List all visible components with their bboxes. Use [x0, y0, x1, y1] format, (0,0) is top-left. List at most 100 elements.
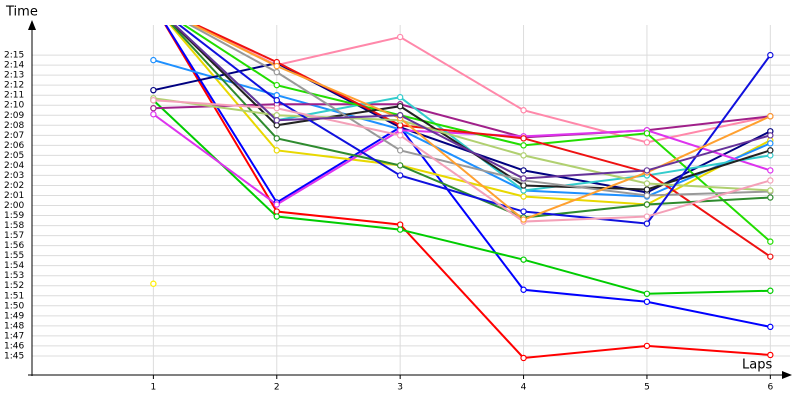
y-tick-label: 2:07 [4, 131, 24, 141]
plot-area [150, 25, 774, 362]
y-tick-label: 1:47 [4, 331, 24, 341]
data-point [520, 286, 527, 293]
x-axis-arrow [782, 371, 792, 379]
data-point [520, 167, 527, 174]
y-tick-label: 2:04 [4, 161, 24, 171]
series-line [194, 25, 771, 258]
data-point [767, 187, 774, 194]
y-axis-title: Time [5, 5, 38, 20]
data-point [396, 147, 404, 154]
data-point [643, 130, 651, 137]
data-point [273, 147, 280, 154]
data-point [273, 62, 280, 70]
data-point [520, 152, 527, 159]
data-point [643, 180, 651, 187]
x-axis-title: Laps [742, 358, 772, 373]
y-tick-label: 1:48 [4, 321, 24, 331]
y-tick-label: 1:59 [4, 211, 24, 221]
y-tick-label: 2:00 [4, 201, 24, 211]
data-point [273, 201, 280, 208]
data-point [273, 97, 280, 104]
data-point [767, 287, 774, 294]
series-line [164, 25, 771, 359]
data-point [150, 111, 157, 118]
data-point [643, 220, 651, 227]
y-tick-label: 2:08 [4, 121, 24, 131]
data-point [273, 117, 280, 124]
y-tick-label: 1:57 [4, 231, 24, 241]
data-point [767, 351, 774, 359]
y-tick-label: 2:10 [4, 101, 24, 111]
data-point [643, 192, 651, 199]
y-tick-label: 2:02 [4, 181, 24, 191]
series-line [170, 25, 771, 219]
data-point [520, 256, 527, 263]
x-tick-label: 3 [397, 383, 403, 393]
series-line [182, 25, 771, 243]
x-tick-label: 2 [274, 383, 280, 393]
series-line [152, 113, 771, 206]
data-point [767, 132, 774, 139]
y-tick-label: 2:06 [4, 141, 24, 151]
x-tick-label: 6 [767, 383, 773, 393]
data-point [520, 135, 527, 142]
data-point [767, 147, 774, 154]
data-point [767, 238, 774, 245]
data-point [396, 94, 404, 101]
data-point [396, 172, 404, 179]
data-point [150, 105, 157, 112]
x-tick-label: 1 [151, 383, 157, 393]
data-point [150, 86, 157, 94]
y-tick-label: 1:58 [4, 221, 24, 231]
y-tick-label: 2:05 [4, 151, 24, 161]
data-point [396, 103, 404, 110]
y-tick-label: 1:55 [4, 251, 24, 261]
y-tick-label: 2:15 [4, 51, 24, 61]
data-point [643, 290, 651, 297]
data-point [643, 342, 651, 350]
data-point [520, 193, 527, 200]
data-point [273, 213, 280, 220]
y-axis-arrow [28, 20, 36, 30]
data-point [767, 140, 774, 147]
y-tick-label: 2:01 [4, 191, 24, 201]
data-point [520, 175, 527, 182]
data-point [767, 167, 774, 174]
series-line [153, 99, 771, 223]
y-tick-label: 2:12 [4, 81, 24, 91]
data-point [273, 81, 280, 89]
y-tick-label: 2:09 [4, 111, 24, 121]
series-line [177, 25, 772, 225]
data-point [520, 208, 527, 215]
data-point [767, 51, 774, 59]
data-point [396, 112, 404, 119]
y-tick-label: 1:56 [4, 241, 24, 251]
data-point [520, 107, 527, 114]
y-tick-label: 1:51 [4, 291, 24, 301]
data-point [396, 162, 404, 169]
data-point [767, 177, 774, 184]
y-tick-label: 1:54 [4, 261, 24, 271]
data-point [150, 56, 157, 64]
series-line [153, 97, 771, 192]
x-tick-label: 5 [644, 383, 650, 393]
y-tick-label: 2:14 [4, 61, 24, 71]
data-point [273, 68, 280, 76]
data-point [643, 213, 651, 220]
series-line [191, 25, 771, 221]
data-point [396, 226, 404, 233]
tick-labels: 1:451:461:471:481:491:501:511:521:531:54… [4, 51, 773, 393]
data-point [273, 105, 280, 112]
data-point [767, 253, 774, 260]
data-point [396, 33, 404, 41]
data-point [767, 113, 774, 120]
data-point [643, 139, 651, 146]
data-point [643, 186, 651, 193]
y-tick-label: 2:13 [4, 71, 24, 81]
data-point [150, 97, 157, 104]
y-tick-label: 2:11 [4, 91, 24, 101]
y-tick-label: 1:45 [4, 351, 24, 361]
series-line [164, 25, 771, 328]
data-point [767, 323, 774, 331]
series-line [152, 99, 771, 295]
